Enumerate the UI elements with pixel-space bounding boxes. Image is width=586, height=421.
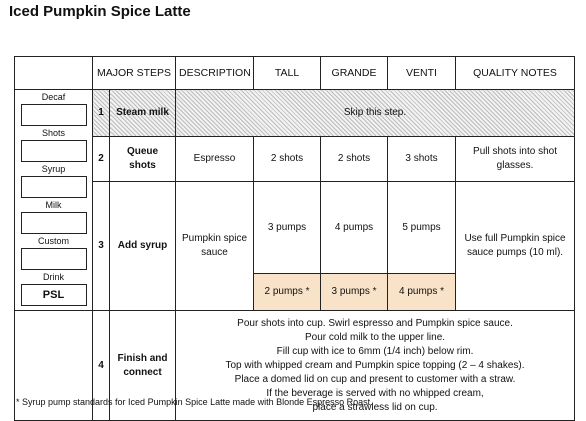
cup-label-drink: Drink	[42, 272, 64, 282]
cup-box-decaf	[20, 104, 87, 126]
row-add-syrup: 3 Add syrup Pumpkin spice sauce 3 pumps …	[15, 181, 576, 311]
note-queue-shots: Pull shots into shot glasses.	[455, 136, 576, 182]
finish-line-3: Fill cup with ice to 6mm (1/4 inch) belo…	[276, 345, 474, 357]
row-add-syrup-blonde: 2 pumps * 3 pumps * 4 pumps *	[15, 273, 575, 311]
grande-shots: 2 shots	[320, 136, 389, 182]
venti-pumps: 5 pumps	[387, 181, 457, 274]
cup-box-syrup	[20, 176, 87, 198]
footnote: * Syrup pump standards for Iced Pumpkin …	[16, 397, 373, 407]
cup-marking-panel: Decaf Shots Syrup Milk Custom Drink P	[14, 89, 93, 311]
finish-line-1: Pour shots into cup. Swirl espresso and …	[237, 317, 513, 329]
grande-blonde-pumps: 3 pumps *	[320, 273, 389, 311]
header-row: CUP MARKING MAJOR STEPS DESCRIPTION TALL…	[14, 56, 576, 90]
step-number-3: 3	[92, 181, 110, 311]
row-finish-connect: 4 Finish and connect Pour shots into cup…	[14, 310, 576, 421]
tall-shots: 2 shots	[253, 136, 322, 182]
grande-pumps: 4 pumps	[320, 181, 389, 274]
step-add-syrup: Add syrup	[108, 181, 177, 311]
cup-label-decaf: Decaf	[41, 92, 66, 102]
row-steam-milk: Decaf Shots Syrup Milk Custom Drink P	[14, 89, 576, 311]
skip-step-text: Skip this step.	[175, 89, 576, 137]
page-title: Iced Pumpkin Spice Latte	[9, 3, 191, 20]
header-quality-notes: QUALITY NOTES	[455, 56, 576, 90]
step-queue-shots: Queue shots	[108, 136, 177, 182]
header-major-steps: MAJOR STEPS	[91, 56, 177, 90]
cup-label-milk: Milk	[45, 200, 62, 210]
header-venti: VENTI	[387, 56, 457, 90]
cup-label-syrup: Syrup	[41, 164, 66, 174]
venti-shots: 3 shots	[387, 136, 457, 182]
header-grande: GRANDE	[320, 56, 389, 90]
step-steam-milk: Steam milk	[108, 89, 177, 137]
step-number-1: 1	[92, 89, 110, 137]
finish-line-5: Place a domed lid on cup and present to …	[234, 373, 516, 385]
cup-box-drink: PSL	[20, 284, 87, 306]
header-tall: TALL	[253, 56, 322, 90]
cup-box-milk	[20, 212, 87, 234]
desc-pumpkin-sauce: Pumpkin spice sauce	[175, 181, 255, 311]
finish-line-7: place a strawless lid on cup.	[312, 401, 438, 413]
finish-line-6: If the beverage is served with no whippe…	[266, 387, 484, 399]
header-cup-marking: CUP MARKING	[14, 56, 93, 90]
step-number-2: 2	[92, 136, 110, 182]
cup-label-custom: Custom	[37, 236, 69, 246]
cup-box-custom	[20, 248, 87, 270]
cup-box-shots	[20, 140, 87, 162]
cup-marking-spacer	[14, 310, 93, 421]
header-description: DESCRIPTION	[175, 56, 255, 90]
finish-line-4: Top with whipped cream and Pumpkin spice…	[225, 359, 525, 371]
step-finish-connect: Finish and connect	[108, 310, 177, 421]
venti-blonde-pumps: 4 pumps *	[387, 273, 457, 311]
finish-instructions: Pour shots into cup. Swirl espresso and …	[175, 310, 576, 421]
finish-line-2: Pour cold milk to the upper line.	[304, 331, 446, 343]
tall-blonde-pumps: 2 pumps *	[253, 273, 322, 311]
desc-espresso: Espresso	[175, 136, 255, 182]
recipe-card-table: CUP MARKING MAJOR STEPS DESCRIPTION TALL…	[14, 56, 576, 421]
note-add-syrup: Use full Pumpkin spice sauce pumps (10 m…	[455, 181, 576, 311]
tall-pumps: 3 pumps	[253, 181, 322, 274]
cup-label-shots: Shots	[41, 128, 65, 138]
row-queue-shots: 2 Queue shots Espresso 2 shots 2 shots 3…	[15, 136, 576, 182]
